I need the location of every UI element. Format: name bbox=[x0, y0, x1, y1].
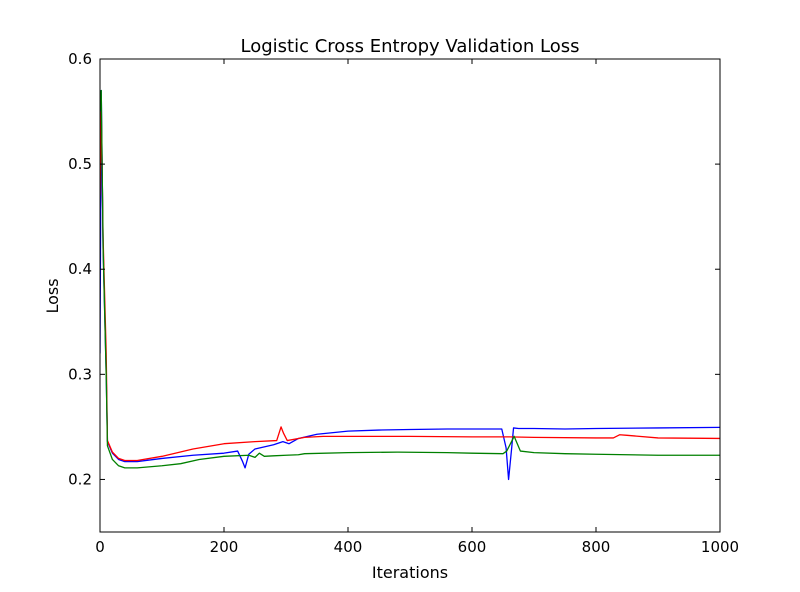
x-tick-label: 1000 bbox=[701, 538, 739, 556]
y-tick-label: 0.2 bbox=[68, 470, 92, 488]
plot-frame bbox=[99, 58, 721, 533]
x-tick-label: 400 bbox=[334, 538, 363, 556]
series-line-3 bbox=[100, 89, 720, 469]
y-tick-label: 0.6 bbox=[68, 50, 92, 68]
series-line-1 bbox=[100, 89, 720, 481]
tick-layer: 0 200 400 600 800 1000 0.2 0.3 0.4 0.5 0.6 bbox=[68, 50, 739, 556]
x-tick-label: 200 bbox=[210, 538, 239, 556]
x-axis-label: Iterations bbox=[372, 563, 448, 582]
y-tick-label: 0.4 bbox=[68, 260, 92, 278]
x-tick-label: 600 bbox=[458, 538, 487, 556]
chart-title: Logistic Cross Entropy Validation Loss bbox=[240, 36, 579, 57]
y-tick-label: 0.5 bbox=[68, 155, 92, 173]
series-line-2 bbox=[100, 110, 720, 462]
plot-area bbox=[100, 59, 720, 532]
y-axis-label: Loss bbox=[43, 278, 62, 313]
y-tick-label: 0.3 bbox=[68, 365, 92, 383]
series-layer bbox=[100, 89, 720, 481]
x-tick-label: 0 bbox=[95, 538, 105, 556]
x-tick-label: 800 bbox=[582, 538, 611, 556]
